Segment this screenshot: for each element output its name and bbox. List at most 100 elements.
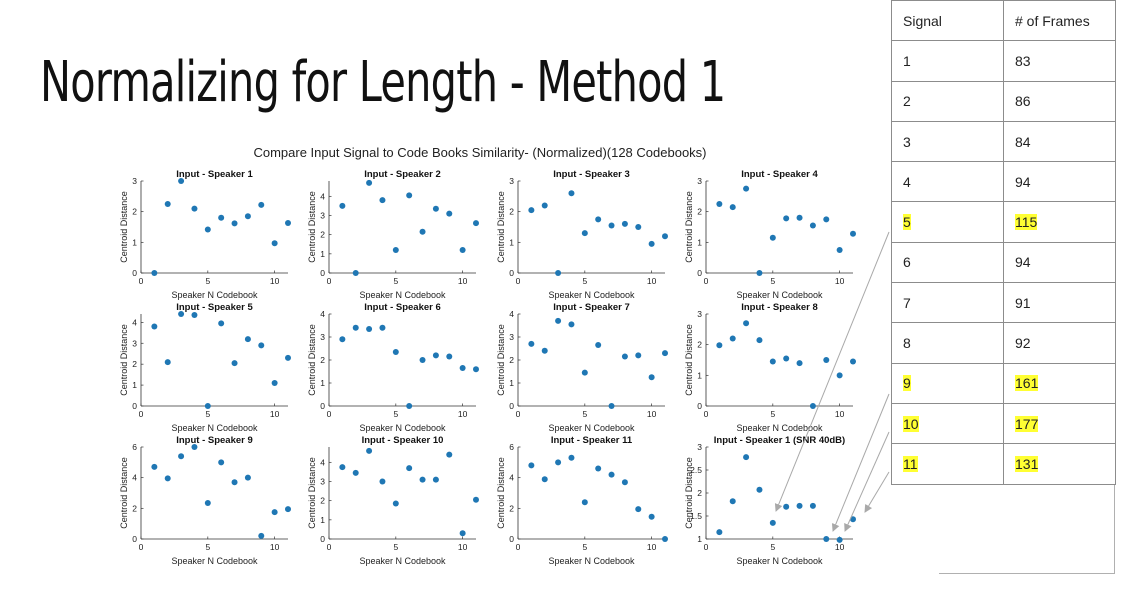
plot-6-point xyxy=(459,365,466,372)
plot-8-point xyxy=(823,357,830,363)
plot-10-title: Input - Speaker 10 xyxy=(362,435,444,446)
table-row: 3 84 xyxy=(891,120,1116,163)
plot-7-point xyxy=(608,403,615,409)
plot-1-ytick-label: 3 xyxy=(132,176,137,186)
cell-frames: 94 xyxy=(1003,161,1116,203)
plot-8-point xyxy=(836,372,843,379)
plot-10-point xyxy=(406,465,413,472)
plot-10-point xyxy=(379,478,386,485)
plot-11-ytick-label: 2 xyxy=(509,503,514,513)
table-row: 5 115 xyxy=(891,201,1116,243)
plot-12-xtick-label: 5 xyxy=(770,542,775,552)
plot-5-point xyxy=(258,342,265,349)
plot-1-point xyxy=(271,240,278,247)
plot-7-point xyxy=(635,352,642,359)
plot-1-title: Input - Speaker 1 xyxy=(176,169,253,180)
header-frames: # of Frames xyxy=(1003,0,1116,42)
cell-signal: 4 xyxy=(891,161,1004,203)
plot-8-xtick-label: 0 xyxy=(704,409,709,419)
cell-frames: 177 xyxy=(1003,402,1116,445)
plot-7-point xyxy=(555,317,562,324)
frames-value: 86 xyxy=(1015,93,1031,110)
plot-12-point xyxy=(769,519,776,526)
plot-6-xlabel: Speaker N Codebook xyxy=(359,423,446,433)
plot-3-ylabel: Centroid Distance xyxy=(496,191,506,263)
plot-2-ytick-label: 4 xyxy=(320,191,325,201)
figure-title: Compare Input Signal to Code Books Simil… xyxy=(253,145,707,160)
plot-1-point xyxy=(285,220,291,227)
cell-signal: 11 xyxy=(891,443,1004,485)
plot-8-point xyxy=(743,320,750,327)
plot-12-ylabel: Centroid Distance xyxy=(684,457,694,529)
plot-3-xtick-label: 10 xyxy=(647,276,657,286)
plot-3-point xyxy=(541,202,548,209)
plot-10-xtick-label: 10 xyxy=(458,542,468,552)
plot-12-point xyxy=(836,536,843,543)
plot-2-point xyxy=(419,228,426,235)
plot-7-ylabel: Centroid Distance xyxy=(496,324,506,396)
plot-7-point xyxy=(648,374,655,381)
plot-6-point xyxy=(406,403,413,409)
plot-3-xtick-label: 0 xyxy=(516,276,521,286)
plot-10-point xyxy=(366,447,373,454)
signal-value: 11 xyxy=(903,455,918,472)
plot-12-title: Input - Speaker 1 (SNR 40dB) xyxy=(714,435,845,446)
frames-value: 91 xyxy=(1015,294,1031,311)
plot-5-xtick-label: 10 xyxy=(270,409,280,419)
table-row: 9 161 xyxy=(891,362,1116,404)
plot-4-point xyxy=(769,234,776,241)
plot-2-point xyxy=(352,270,359,276)
plot-3-point xyxy=(581,230,588,237)
plot-9-point xyxy=(191,444,198,450)
plot-11-point xyxy=(621,479,628,486)
frames-value: 161 xyxy=(1015,375,1039,392)
plot-7-xtick-label: 10 xyxy=(647,409,657,419)
plot-10-point xyxy=(432,476,439,483)
plot-11-point xyxy=(635,506,642,513)
plot-5-ytick-label: 0 xyxy=(132,401,137,411)
plot-11-point xyxy=(648,513,655,520)
plot-2-point xyxy=(406,192,413,199)
plot-2-point xyxy=(459,247,466,253)
plot-2-point xyxy=(379,197,386,204)
plot-12-xlabel: Speaker N Codebook xyxy=(736,556,823,566)
plot-10-point xyxy=(446,451,453,458)
plot-4-point xyxy=(809,222,816,229)
frames-value: 115 xyxy=(1015,214,1038,231)
plot-2-point xyxy=(446,210,453,217)
table-header-row: Signal # of Frames xyxy=(891,0,1116,42)
plot-9-ytick-label: 4 xyxy=(132,473,137,483)
plot-7-point xyxy=(528,340,535,347)
plot-7-title: Input - Speaker 7 xyxy=(553,302,630,313)
plot-8-point xyxy=(769,358,776,365)
plot-4-point xyxy=(836,247,843,253)
plot-7-ytick-label: 4 xyxy=(509,309,514,319)
plot-5-point xyxy=(151,323,158,330)
plot-9-xtick-label: 10 xyxy=(270,542,280,552)
plot-1-xtick-label: 5 xyxy=(205,276,210,286)
plot-9-point xyxy=(271,509,278,516)
frames-value: 94 xyxy=(1015,173,1031,190)
plot-5-point xyxy=(204,403,211,409)
signal-value: 4 xyxy=(903,173,911,190)
plot-6-xtick-label: 0 xyxy=(327,409,332,419)
plot-7-point xyxy=(581,369,588,376)
plot-9-point xyxy=(244,474,251,481)
plot-1-point xyxy=(258,201,265,208)
plot-4-point xyxy=(756,270,763,276)
plot-9-xtick-label: 5 xyxy=(205,542,210,552)
plot-6-point xyxy=(473,366,479,373)
plot-5-xtick-label: 0 xyxy=(139,409,144,419)
cell-frames: 131 xyxy=(1003,443,1116,485)
plot-11-point xyxy=(528,462,535,469)
plot-8-point xyxy=(809,403,816,409)
plot-11-xlabel: Speaker N Codebook xyxy=(548,556,635,566)
plot-5-point xyxy=(191,312,198,319)
signal-value: 5 xyxy=(903,214,911,231)
signal-value: 1 xyxy=(903,52,911,69)
plot-6-point xyxy=(392,348,399,355)
plot-12-point xyxy=(729,498,736,505)
frames-value: 94 xyxy=(1015,254,1031,271)
plot-3-ytick-label: 0 xyxy=(509,268,514,278)
plot-8-ytick-label: 3 xyxy=(697,309,702,319)
